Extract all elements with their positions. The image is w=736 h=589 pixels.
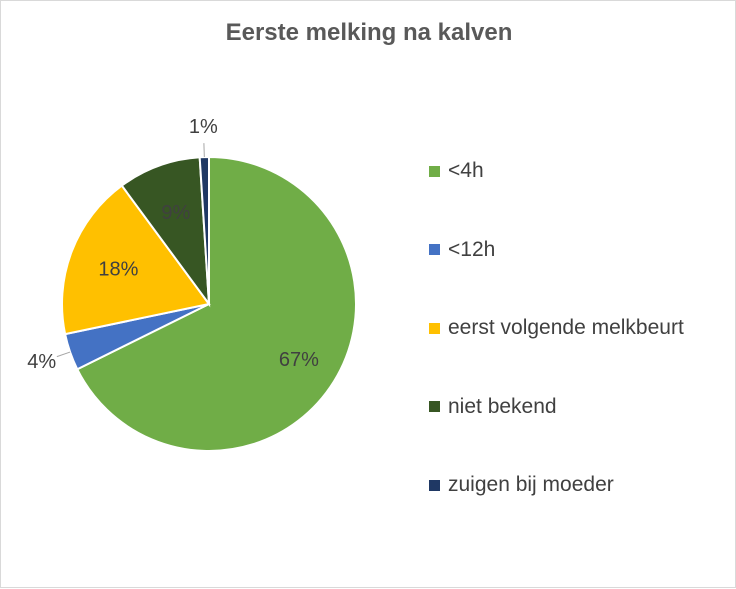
data-label-zuigen-bij-moeder: 1%	[189, 116, 218, 138]
data-label-niet-bekend: 9%	[161, 202, 190, 224]
legend-label: <12h	[448, 238, 495, 262]
legend-label: <4h	[448, 159, 484, 183]
data-label-eerst-volgende-melkbeurt: 18%	[98, 258, 138, 280]
legend-item-lt-4h: <4h	[429, 151, 684, 191]
data-label-lt-12h: 4%	[27, 351, 56, 373]
data-label-lt-4h: 67%	[279, 349, 319, 371]
legend-item-eerst-volgende-melkbeurt: eerst volgende melkbeurt	[429, 308, 684, 348]
legend-swatch	[429, 401, 440, 412]
legend-label: eerst volgende melkbeurt	[448, 316, 684, 340]
legend-item-lt-12h: <12h	[429, 230, 684, 270]
legend-swatch	[429, 166, 440, 177]
legend-item-niet-bekend: niet bekend	[429, 387, 684, 427]
legend-swatch	[429, 480, 440, 491]
legend: <4h <12h eerst volgende melkbeurt niet b…	[429, 151, 684, 544]
legend-swatch	[429, 323, 440, 334]
legend-label: niet bekend	[448, 395, 557, 419]
legend-label: zuigen bij moeder	[448, 473, 614, 497]
leader-line	[57, 352, 70, 357]
legend-swatch	[429, 244, 440, 255]
legend-item-zuigen-bij-moeder: zuigen bij moeder	[429, 465, 684, 505]
